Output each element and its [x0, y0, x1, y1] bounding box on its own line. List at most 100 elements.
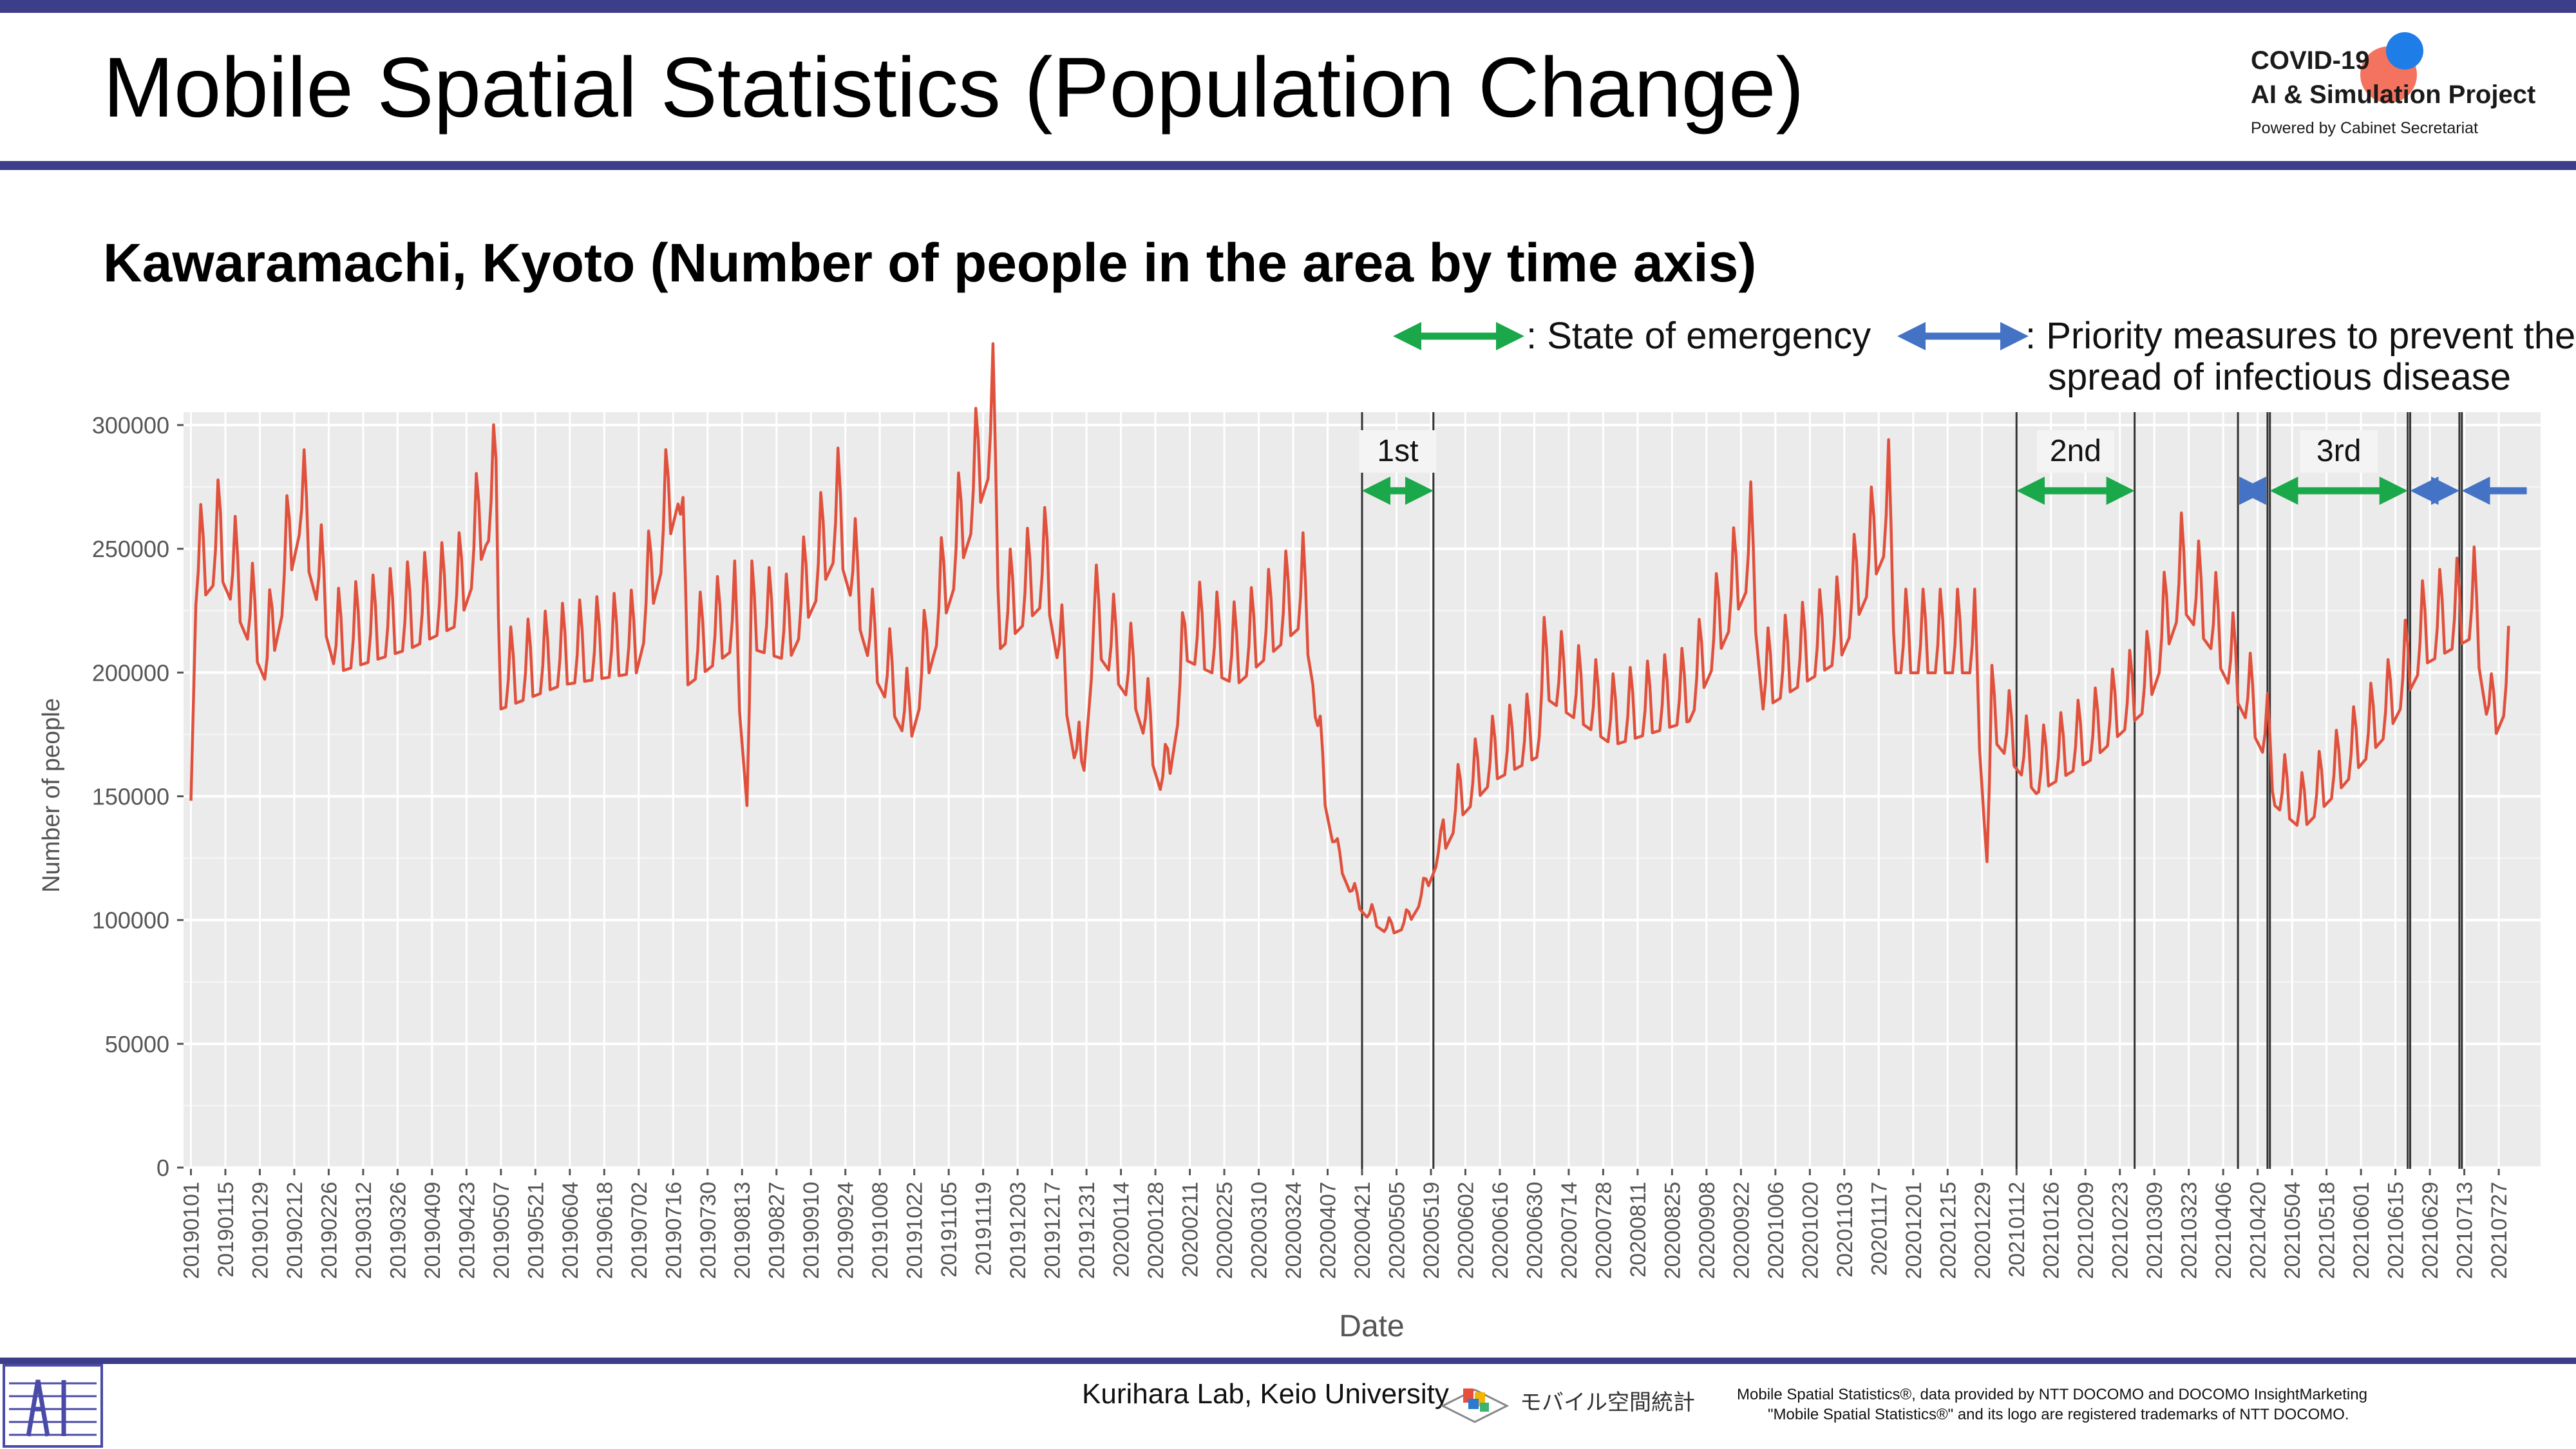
x-tick-label: 20200825: [1660, 1182, 1685, 1279]
x-tick-label: 20191119: [972, 1182, 996, 1276]
legend-priority-label-line2: spread of infectious disease: [2048, 356, 2511, 398]
x-tick-label: 20201201: [1902, 1182, 1926, 1279]
x-tick-label: 20191105: [937, 1182, 961, 1278]
x-tick-label: 20210223: [2108, 1182, 2133, 1279]
legend-emergency-label: : State of emergency: [1526, 315, 1871, 357]
x-tick-label: 20200616: [1488, 1182, 1513, 1279]
x-tick-label: 20190226: [317, 1182, 341, 1279]
x-tick-label: 20200505: [1385, 1182, 1409, 1279]
y-tick-label: 300000: [92, 412, 169, 439]
x-tick-label: 20210406: [2211, 1182, 2236, 1279]
footer-credit: Kurihara Lab, Keio University: [1082, 1378, 1449, 1410]
x-tick-label: 20190910: [799, 1182, 824, 1279]
x-tick-label: 20200114: [1110, 1182, 1134, 1278]
x-tick-label: 20210601: [2349, 1182, 2374, 1279]
axes: 0 50000 100000 150000 200000 250000 300000 2019…: [92, 412, 2512, 1279]
x-tick-label: 20210615: [2384, 1182, 2409, 1279]
period-label-box: [1359, 430, 1437, 473]
x-tick-label: 20210504: [2280, 1182, 2305, 1279]
x-tick-label: 20210209: [2074, 1182, 2098, 1279]
period-label: 3rd: [2316, 434, 2361, 468]
x-tick-label: 20190423: [455, 1182, 479, 1279]
x-tick-label: 20190604: [558, 1182, 583, 1279]
x-tick-label: 20190618: [592, 1182, 617, 1279]
x-tick-label: 20200728: [1591, 1182, 1616, 1279]
x-tick-label: 20200310: [1247, 1182, 1272, 1279]
logo-blue-dot: [2386, 32, 2423, 70]
chart-title: Kawaramachi, Kyoto (Number of people in …: [103, 232, 1757, 293]
top-brand-bar: [0, 0, 2576, 13]
x-tick-label: 20200811: [1626, 1182, 1651, 1278]
x-tick-label: 20200908: [1695, 1182, 1719, 1279]
x-tick-label: 20190813: [730, 1182, 755, 1279]
x-tick-label: 20201229: [1971, 1182, 1995, 1279]
x-tick-label: 20200128: [1144, 1182, 1168, 1279]
x-tick-label: 20200324: [1282, 1182, 1306, 1279]
x-tick-label: 20201020: [1798, 1182, 1823, 1279]
x-tick-label: 20210323: [2177, 1182, 2202, 1279]
x-tick-label: 20200630: [1522, 1182, 1547, 1279]
y-tick-label: 150000: [92, 784, 169, 810]
x-axis-label: Date: [1339, 1309, 1404, 1343]
x-tick-label: 20210727: [2487, 1182, 2512, 1279]
x-tick-label: 20200407: [1316, 1182, 1341, 1279]
y-tick-label: 0: [156, 1155, 169, 1181]
x-tick-label: 20190702: [627, 1182, 652, 1279]
population-chart: 1st 2nd 3rd 0 50000 100000 150000 200000 250000…: [38, 322, 2541, 1343]
x-tick-label: 20191203: [1006, 1182, 1030, 1279]
x-tick-label: 20201006: [1764, 1182, 1788, 1279]
y-tick-label: 200000: [92, 659, 169, 686]
x-tick-label: 20190101: [179, 1182, 204, 1279]
x-tick-label: 20191008: [868, 1182, 893, 1279]
x-tick-label: 20190115: [214, 1182, 238, 1278]
slide-title: Mobile Spatial Statistics (Population Ch…: [103, 40, 1804, 135]
x-tick-label: 20210518: [2315, 1182, 2340, 1279]
logo-line-covid: COVID-19: [2251, 46, 2370, 75]
x-tick-label: 20201117: [1867, 1182, 1891, 1276]
y-tick-label: 50000: [105, 1031, 169, 1057]
period-label: 2nd: [2050, 434, 2101, 468]
x-tick-label: 20190507: [489, 1182, 514, 1279]
x-tick-label: 20200602: [1454, 1182, 1478, 1279]
x-tick-label: 20190716: [661, 1182, 686, 1279]
keio-lab-logo: [3, 1364, 103, 1448]
x-tick-label: 20190521: [524, 1182, 548, 1279]
period-label: 1st: [1377, 434, 1418, 468]
y-tick-label: 100000: [92, 907, 169, 934]
series-group: [189, 342, 2510, 934]
logo-line-project: AI & Simulation Project: [2251, 80, 2536, 109]
y-axis-label: Number of people: [38, 698, 65, 893]
mobile-spatial-statistics-logo-icon: [1440, 1388, 1510, 1423]
x-tick-label: 20210629: [2418, 1182, 2443, 1279]
x-tick-label: 20200225: [1213, 1182, 1237, 1279]
footer-notice-line2: "Mobile Spatial Statistics®" and its log…: [1768, 1406, 2349, 1423]
covid19-project-logo: COVID-19 AI & Simulation Project Powered…: [2251, 32, 2560, 148]
footer-notice-line1: Mobile Spatial Statistics®, data provide…: [1737, 1386, 2367, 1403]
x-tick-label: 20200519: [1419, 1182, 1444, 1279]
x-tick-label: 20191231: [1075, 1182, 1099, 1279]
x-tick-label: 20191217: [1041, 1182, 1065, 1279]
x-tick-label: 20210420: [2246, 1182, 2271, 1279]
header-divider-bar: [0, 161, 2576, 170]
x-tick-label: 20190212: [283, 1182, 307, 1279]
footer-divider-bar: [0, 1358, 2576, 1364]
x-tick-label: 20201215: [1936, 1182, 1960, 1279]
x-tick-label: 20191022: [903, 1182, 927, 1279]
x-tick-label: 20210126: [2040, 1182, 2064, 1279]
x-tick-label: 20200714: [1557, 1182, 1582, 1279]
legend-priority-label-line1: : Priority measures to prevent the: [2025, 315, 2576, 357]
footer-mss-logo-text: モバイル空間統計: [1520, 1390, 1695, 1415]
period-label-box: [2036, 430, 2114, 473]
emergency-periods: 1st 2nd 3rd: [1359, 412, 2527, 1169]
x-tick-label: 20190924: [834, 1182, 858, 1279]
x-tick-label: 20190409: [421, 1182, 445, 1279]
x-tick-label: 20190129: [248, 1182, 272, 1279]
x-tick-label: 20190827: [765, 1182, 790, 1279]
x-tick-label: 20190326: [386, 1182, 410, 1279]
x-tick-label: 20190312: [352, 1182, 376, 1279]
logo-line-powered: Powered by Cabinet Secretariat: [2251, 119, 2478, 137]
x-tick-label: 20210112: [2005, 1182, 2029, 1278]
x-tick-label: 20190730: [696, 1182, 721, 1279]
x-tick-label: 20201103: [1833, 1182, 1857, 1278]
x-tick-label: 20210713: [2453, 1182, 2477, 1279]
